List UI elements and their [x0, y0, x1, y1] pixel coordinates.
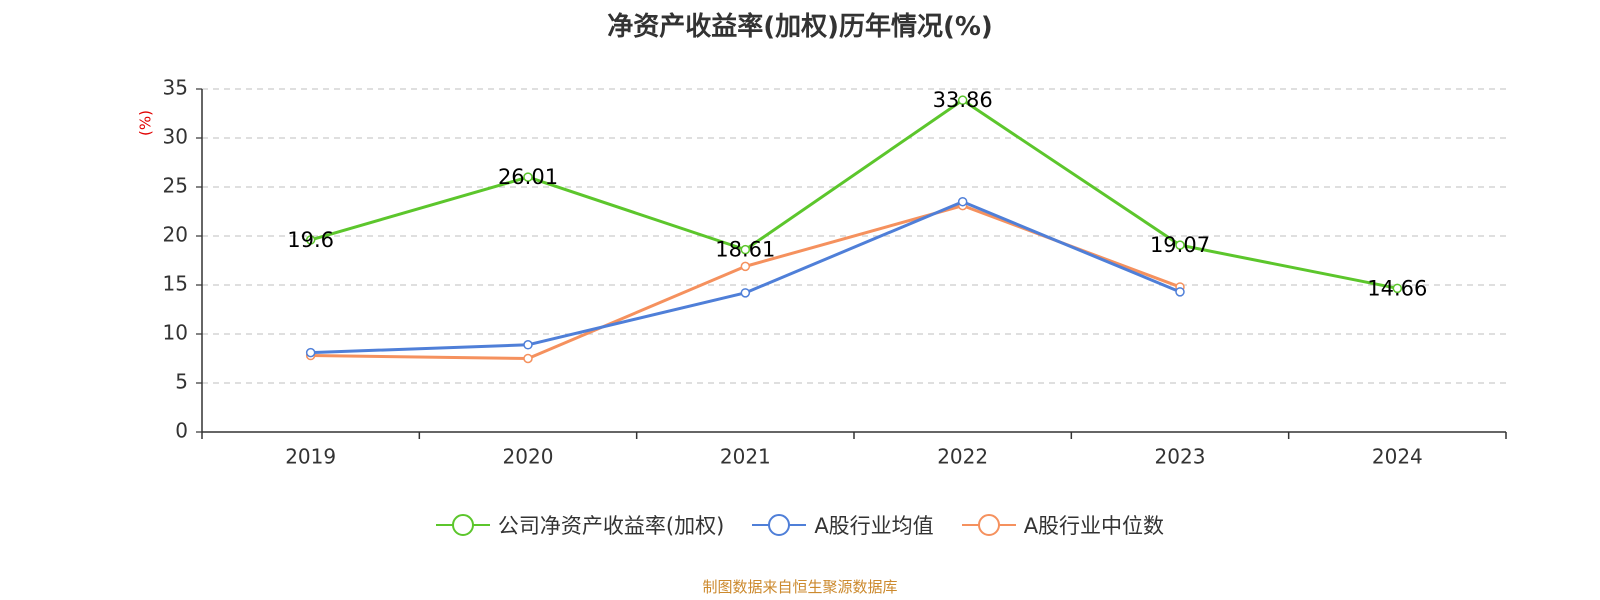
- data-label: 19.07: [1150, 233, 1210, 257]
- legend-line-circle-icon: [961, 514, 1016, 536]
- legend-circle: [768, 514, 791, 536]
- series-line: [310, 98, 1398, 290]
- chart-title: 净资产收益率(加权)历年情况(%): [607, 12, 993, 42]
- source-note: 制图数据来自恒生聚源数据库: [702, 578, 898, 596]
- y-tick-label: 15: [163, 272, 188, 296]
- series-line: [310, 204, 1181, 360]
- axes: 0 5 10 15 20 25 30 35 2019 2020 2021 2022 2023 2024: [163, 76, 1507, 469]
- data-point: [523, 340, 533, 350]
- data-label: 14.66: [1367, 276, 1427, 300]
- data-point: [1175, 240, 1185, 250]
- data-point: [305, 235, 316, 245]
- y-axis-unit-label: (%): [137, 110, 155, 136]
- x-tick-label: 2019: [285, 445, 336, 469]
- data-point: [523, 353, 533, 364]
- data-point: [1392, 283, 1403, 294]
- y-tick-label: 10: [163, 321, 188, 345]
- data-label: 33.86: [933, 88, 993, 112]
- legend: 公司净资产收益率(加权) A股行业均值 A股行业中位数: [0, 510, 1600, 540]
- x-tick-label: 2020: [503, 445, 554, 469]
- data-labels: 19.6 26.01 18.61 33.86 19.07 14.66: [287, 88, 1427, 300]
- y-tick-label: 35: [163, 76, 188, 100]
- y-tick-label: 0: [175, 419, 188, 443]
- data-point: [957, 95, 968, 105]
- data-point: [740, 244, 751, 255]
- y-tick-label: 30: [163, 125, 188, 149]
- data-point: [740, 288, 751, 298]
- legend-circle: [977, 514, 1000, 536]
- data-label: 18.61: [715, 238, 775, 262]
- x-tick-label: 2022: [937, 445, 988, 469]
- y-tick-label: 5: [175, 370, 188, 394]
- y-tick-label: 20: [163, 223, 188, 247]
- legend-item[interactable]: A股行业中位数: [961, 510, 1165, 540]
- data-label: 19.6: [287, 228, 334, 252]
- legend-label: A股行业均值: [814, 514, 934, 538]
- data-point: [1175, 287, 1185, 297]
- data-point: [523, 172, 533, 182]
- x-tick-label: 2023: [1155, 445, 1206, 469]
- data-label: 26.01: [498, 165, 558, 189]
- x-tick-label: 2024: [1372, 445, 1423, 469]
- series-line: [310, 200, 1181, 355]
- data-point: [957, 196, 968, 207]
- data-point: [740, 261, 751, 272]
- data-point: [305, 347, 316, 358]
- legend-item[interactable]: 公司净资产收益率(加权): [435, 510, 725, 540]
- series-lines: [305, 95, 1403, 364]
- legend-line-circle-icon: [752, 514, 807, 536]
- legend-circle: [451, 514, 474, 536]
- y-tick-label: 25: [163, 174, 188, 198]
- legend-label: 公司净资产收益率(加权): [497, 514, 725, 538]
- legend-line-circle-icon: [435, 514, 490, 536]
- x-tick-label: 2021: [720, 445, 771, 469]
- legend-label: A股行业中位数: [1023, 514, 1165, 538]
- legend-item[interactable]: A股行业均值: [752, 510, 934, 540]
